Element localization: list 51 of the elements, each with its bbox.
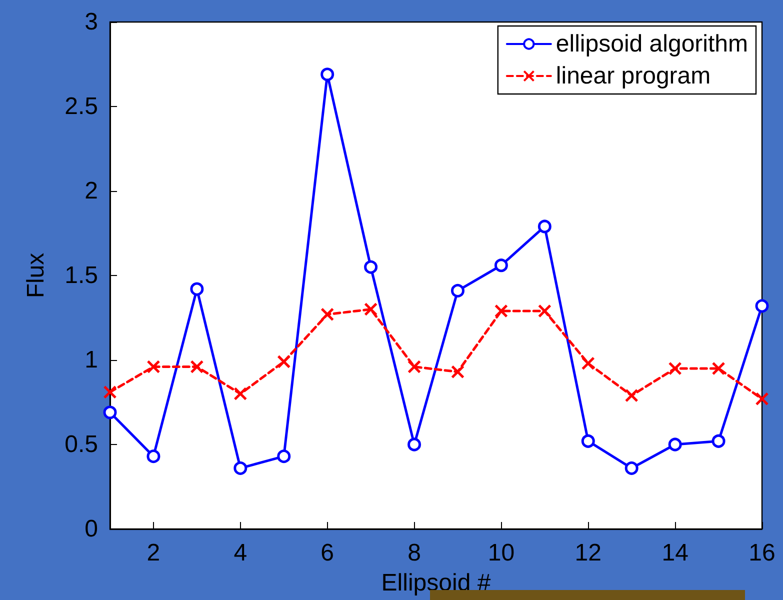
point xyxy=(364,302,378,316)
y-tick-label: 0.5 xyxy=(64,431,98,458)
point xyxy=(712,362,726,376)
x-tick-label: 10 xyxy=(488,540,515,566)
y-tick-label: 0 xyxy=(84,516,98,542)
point xyxy=(103,385,117,399)
y-tick-label: 3 xyxy=(84,8,98,36)
point xyxy=(538,220,552,234)
x-tick-label: 6 xyxy=(320,540,334,566)
point xyxy=(581,356,595,370)
point xyxy=(494,258,508,272)
point xyxy=(581,434,595,448)
point xyxy=(624,461,638,475)
point xyxy=(190,282,204,296)
point xyxy=(364,260,378,274)
point xyxy=(538,304,552,318)
y-axis-title: Flux xyxy=(22,252,50,298)
point xyxy=(277,354,291,368)
point xyxy=(712,434,726,448)
x-tick-label: 14 xyxy=(662,540,688,566)
legend-label: ellipsoid algorithm xyxy=(556,30,748,58)
point xyxy=(146,450,160,464)
point xyxy=(450,284,464,298)
legend-label: linear program xyxy=(556,62,711,90)
x-tick-label: 12 xyxy=(574,540,602,566)
point xyxy=(320,68,334,82)
point xyxy=(103,406,117,420)
point xyxy=(234,461,248,475)
point xyxy=(450,365,464,379)
point xyxy=(494,304,508,318)
x-tick-label: 2 xyxy=(146,540,160,566)
point xyxy=(755,299,769,313)
point xyxy=(624,388,638,402)
point xyxy=(320,308,334,322)
x-axis-title: Ellipsoid # xyxy=(381,570,492,596)
x-tick-label: 4 xyxy=(234,540,248,566)
y-tick-label: 1 xyxy=(84,346,98,374)
point xyxy=(408,438,422,452)
point xyxy=(755,392,769,406)
y-tick-label: 2 xyxy=(84,178,98,204)
point xyxy=(668,362,682,376)
y-tick-label: 2.5 xyxy=(64,93,98,120)
point xyxy=(277,450,291,464)
point xyxy=(146,360,160,374)
point xyxy=(408,360,422,374)
x-tick-label: 16 xyxy=(748,540,776,566)
y-tick-label: 1.5 xyxy=(64,262,98,289)
point xyxy=(668,438,682,452)
point xyxy=(234,387,248,401)
point xyxy=(190,360,204,374)
x-tick-label: 8 xyxy=(408,540,421,566)
